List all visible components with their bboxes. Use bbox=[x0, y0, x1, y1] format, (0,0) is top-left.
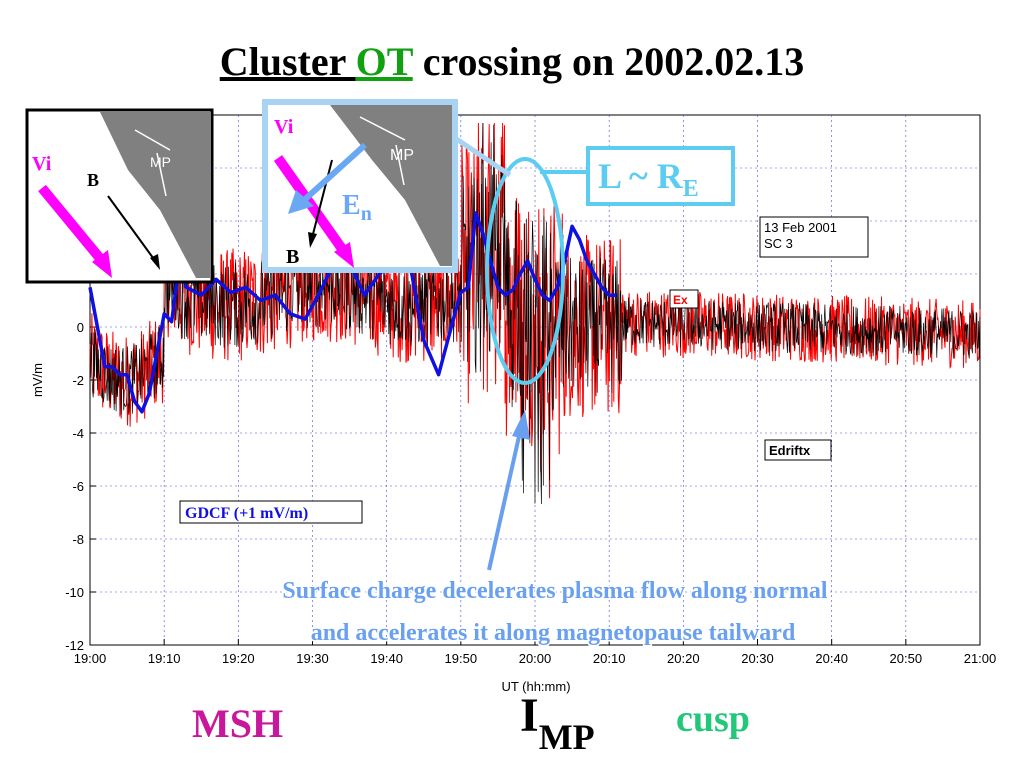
inset-center-vi-arrowhead bbox=[334, 242, 354, 268]
note-line-2: and accelerates it along magnetopause ta… bbox=[311, 620, 796, 646]
y-tick-label: -12 bbox=[65, 638, 84, 653]
y-tick-label: -6 bbox=[72, 479, 84, 494]
inset-left-magnetopause bbox=[100, 112, 210, 278]
x-tick-label: 20:40 bbox=[815, 651, 848, 666]
inset-left-vi-label: Vi bbox=[32, 153, 52, 175]
note-arrow-line bbox=[487, 431, 522, 571]
info-spacecraft: SC 3 bbox=[764, 236, 793, 251]
x-tick-label: 20:00 bbox=[519, 651, 552, 666]
inset-center-en-sub: n bbox=[361, 203, 372, 225]
inset-center: MP Vi B En bbox=[262, 99, 512, 273]
y-tick-label: -10 bbox=[65, 585, 84, 600]
legend-ex: Ex bbox=[673, 293, 688, 307]
inset-center-b-label: B bbox=[286, 246, 299, 268]
x-axis-ticks: 19:00 19:10 19:20 19:30 19:40 19:50 20:00 20:10… bbox=[74, 639, 997, 666]
y-axis-label: mV/m bbox=[30, 363, 45, 397]
x-tick-label: 19:30 bbox=[296, 651, 329, 666]
inset-left-b-arrow bbox=[107, 195, 157, 263]
y-tick-label: -8 bbox=[72, 532, 84, 547]
imp-label: IMP bbox=[520, 689, 595, 756]
x-tick-label: 19:00 bbox=[74, 651, 107, 666]
inset-center-mp-label: MP bbox=[390, 147, 414, 164]
legend-edrift-box bbox=[764, 439, 832, 461]
inset-left-b-arrowhead bbox=[150, 254, 160, 270]
legend-ex-box bbox=[669, 289, 699, 309]
inset-left-b-label: B bbox=[87, 170, 99, 190]
inset-center-connector bbox=[453, 135, 512, 178]
legend-edrift: Edriftx bbox=[769, 443, 811, 458]
inset-center-en-label: En bbox=[342, 190, 372, 225]
edrift-trace bbox=[89, 122, 981, 505]
msh-label: MSH bbox=[192, 701, 284, 746]
gdcf-label: GDCF (+1 mV/m) bbox=[185, 505, 308, 522]
x-axis-label: UT (hh:mm) bbox=[501, 679, 570, 694]
inset-center-en-arrowhead bbox=[288, 190, 314, 214]
y-tick-label: -4 bbox=[72, 426, 84, 441]
note-arrow-head bbox=[512, 410, 530, 440]
info-date: 13 Feb 2001 bbox=[764, 220, 837, 235]
l-re-label: L ~ RE bbox=[598, 156, 699, 202]
inset-center-magnetopause bbox=[330, 105, 452, 266]
inset-center-en-main: E bbox=[342, 190, 361, 221]
x-tick-label: 20:10 bbox=[593, 651, 626, 666]
inset-left-vi-arrowhead bbox=[92, 250, 112, 278]
imp-main: I bbox=[520, 689, 539, 742]
inset-center-en-arrow bbox=[299, 142, 368, 205]
inset-left-mp-tick2 bbox=[156, 152, 167, 197]
y-tick-label: -2 bbox=[72, 373, 84, 388]
inset-left-vi-arrow bbox=[38, 184, 107, 266]
l-re-sub: E bbox=[683, 176, 699, 202]
x-tick-label: 19:10 bbox=[148, 651, 181, 666]
note-line-1: Surface charge decelerates plasma flow a… bbox=[282, 578, 828, 604]
x-tick-label: 19:20 bbox=[222, 651, 255, 666]
slide-title: Cluster OT crossing on 2002.02.13 bbox=[0, 38, 1024, 86]
y-tick-label: 0 bbox=[77, 320, 84, 335]
x-tick-label: 20:30 bbox=[741, 651, 774, 666]
info-box bbox=[759, 216, 869, 258]
highlight-ellipse bbox=[485, 157, 565, 385]
x-tick-label: 19:40 bbox=[370, 651, 403, 666]
title-prefix: Cluster bbox=[219, 39, 356, 84]
x-tick-label: 21:00 bbox=[964, 651, 997, 666]
inset-left-mp-label: MP bbox=[150, 154, 171, 170]
l-re-box bbox=[586, 146, 735, 206]
imp-sub: MP bbox=[538, 717, 595, 757]
inset-center-b-arrowhead bbox=[308, 232, 317, 248]
gdcf-box bbox=[179, 500, 363, 524]
x-tick-label: 20:20 bbox=[667, 651, 700, 666]
inset-center-b-arrow bbox=[311, 159, 333, 239]
inset-center-vi-label: Vi bbox=[274, 116, 294, 138]
inset-left-mp-tick bbox=[134, 129, 171, 151]
inset-center-mp-tick2 bbox=[395, 144, 405, 186]
x-tick-label: 20:50 bbox=[890, 651, 923, 666]
cusp-label: cusp bbox=[676, 698, 750, 740]
x-tick-label: 19:50 bbox=[445, 651, 478, 666]
inset-left: MP Vi B bbox=[25, 108, 214, 284]
title-suffix: crossing on 2002.02.13 bbox=[412, 39, 805, 84]
title-ot: OT bbox=[355, 39, 413, 84]
inset-center-mp-tick bbox=[359, 116, 406, 141]
l-re-main: L ~ R bbox=[598, 156, 684, 196]
